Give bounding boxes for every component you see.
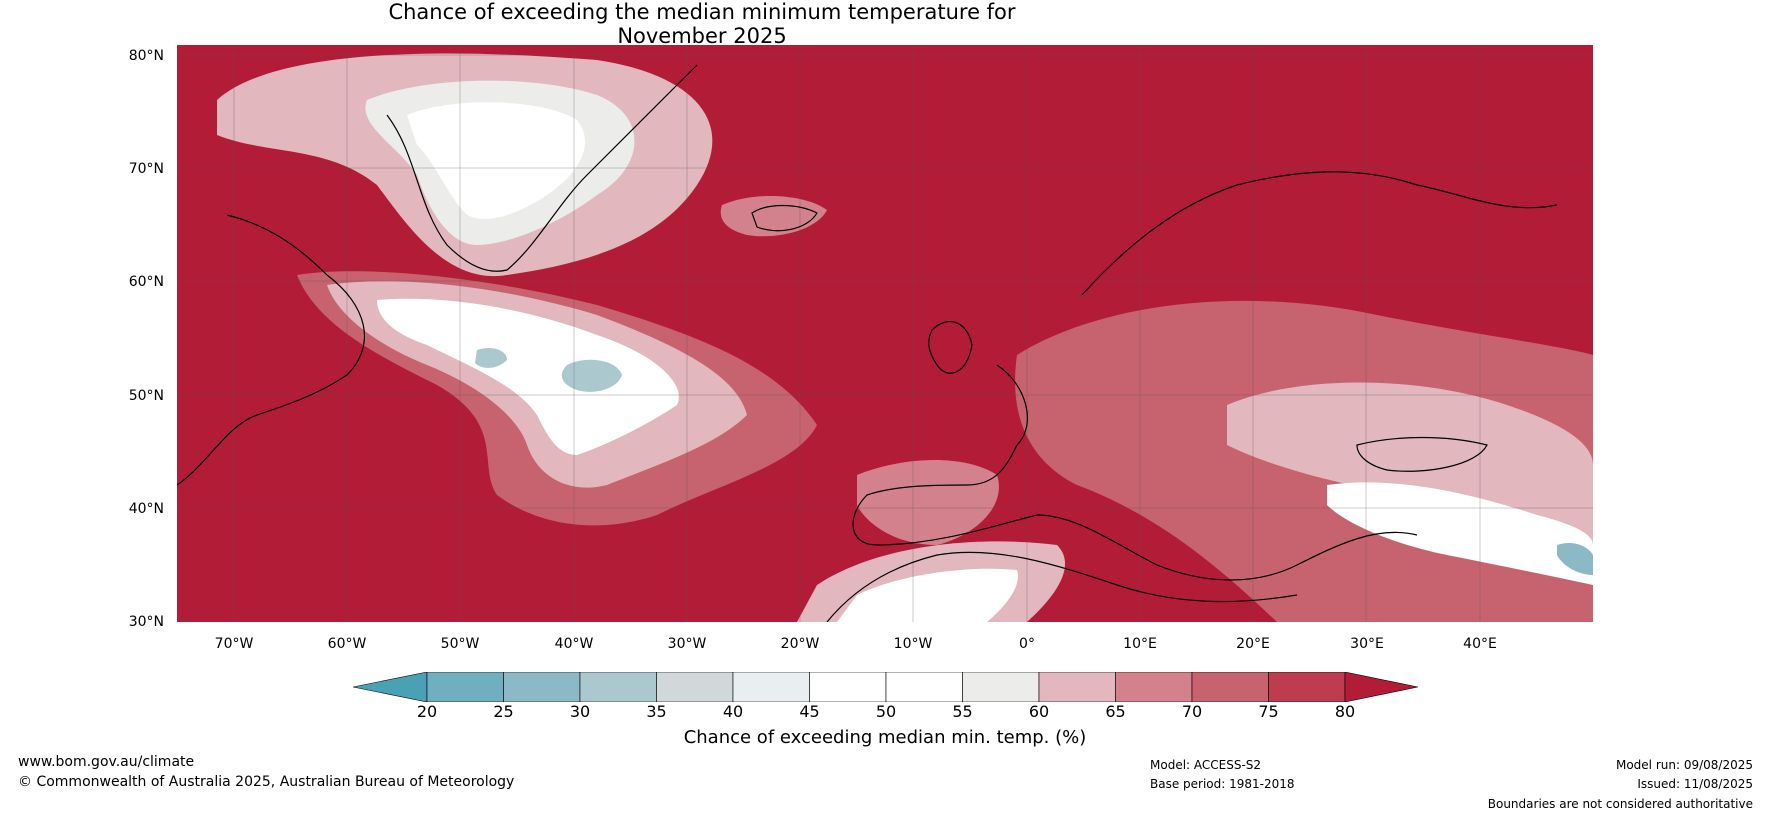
lat-label-80n: 80°N: [128, 48, 164, 64]
lon-label-60w: 60°W: [327, 636, 367, 652]
lon-label-20w: 20°W: [780, 636, 820, 652]
footer-url[interactable]: www.bom.gov.au/climate: [18, 754, 195, 770]
footer-model-run: Model run: 09/08/2025: [1615, 758, 1753, 772]
lon-label-20e: 20°E: [1236, 636, 1270, 652]
lon-label-0: 0°: [1019, 636, 1035, 652]
mediterranean-coast: [876, 514, 1418, 581]
colorbar-tick-label: 30: [569, 702, 591, 721]
lat-label-30n: 30°N: [128, 614, 164, 630]
colorbar: [353, 672, 1418, 702]
colorbar-tick-label: 65: [1105, 702, 1126, 721]
greenland-coast: [386, 64, 698, 272]
colorbar-segment: [1268, 672, 1346, 702]
lon-label-40w: 40°W: [554, 636, 594, 652]
colorbar-extend-high: [1344, 672, 1418, 702]
black-sea-coast: [1356, 436, 1488, 472]
lon-label-50w: 50°W: [440, 636, 480, 652]
lon-label-70w: 70°W: [214, 636, 254, 652]
footer-disclaimer: Boundaries are not considered authoritat…: [1487, 797, 1753, 811]
middle-east-cool-patch: [1557, 543, 1593, 575]
lat-label-50n: 50°N: [128, 388, 164, 404]
map-svg: [177, 45, 1593, 622]
colorbar-tick-label: 20: [416, 702, 438, 721]
title-line-1: Chance of exceeding the median minimum t…: [388, 0, 1016, 24]
lat-label-60n: 60°N: [128, 274, 164, 290]
africa-coast: [826, 551, 1298, 622]
colorbar-title: Chance of exceeding median min. temp. (%…: [683, 727, 1087, 748]
lon-label-10e: 10°E: [1123, 636, 1157, 652]
footer-model: Model: ACCESS-S2: [1150, 758, 1262, 772]
colorbar-segment: [732, 672, 810, 702]
colorbar-tick-label: 60: [1028, 702, 1050, 721]
lat-label-40n: 40°N: [128, 501, 164, 517]
colorbar-segment: [656, 672, 734, 702]
colorbar-segment: [809, 672, 887, 702]
lon-label-10w: 10°W: [893, 636, 933, 652]
footer-copyright: © Commonwealth of Australia 2025, Austra…: [18, 774, 515, 790]
colorbar-tick-label: 70: [1181, 702, 1203, 721]
colorbar-segment: [426, 672, 504, 702]
colorbar-tick-label: 25: [493, 702, 514, 721]
labrador-band-white: [377, 298, 679, 455]
colorbar-tick-label: 35: [646, 702, 667, 721]
colorbar-segment: [579, 672, 657, 702]
footer-issued: Issued: 11/08/2025: [1637, 777, 1753, 791]
colorbar-segment: [1191, 672, 1269, 702]
probability-map: [177, 45, 1593, 622]
colorbar-segment: [962, 672, 1040, 702]
colorbar-extend-low: [353, 672, 428, 702]
title-line-2: November 2025: [617, 24, 787, 48]
labrador-cool-patch: [561, 359, 622, 392]
colorbar-segment: [1115, 672, 1193, 702]
scandinavia-coast: [1081, 171, 1558, 296]
colorbar-tick-label: 50: [875, 702, 897, 721]
greenland-white-region: [407, 102, 586, 219]
north-africa-white-region: [837, 568, 1018, 622]
uk-coast: [928, 321, 973, 374]
colorbar-segment: [503, 672, 581, 702]
lon-label-40e: 40°E: [1463, 636, 1497, 652]
colorbar-tick-label: 45: [799, 702, 820, 721]
colorbar-tick-label: 40: [722, 702, 744, 721]
map-title: Chance of exceeding the median minimum t…: [0, 0, 1404, 48]
lon-label-30w: 30°W: [667, 636, 707, 652]
colorbar-tick-label: 75: [1258, 702, 1279, 721]
colorbar-tick-label: 80: [1334, 702, 1356, 721]
iceland-coast: [751, 204, 818, 232]
coastlines: [177, 64, 1558, 622]
labrador-cool-patch-2: [475, 348, 507, 368]
colorbar-tick-label: 55: [952, 702, 973, 721]
colorbar-segment: [885, 672, 963, 702]
lon-label-30e: 30°E: [1350, 636, 1384, 652]
footer-base-period: Base period: 1981-2018: [1150, 777, 1295, 791]
iberia-pale-region: [857, 460, 999, 545]
lat-label-70n: 70°N: [128, 161, 164, 177]
colorbar-segment: [1038, 672, 1116, 702]
canada-coast: [177, 214, 365, 486]
europe-west-coast: [852, 364, 1028, 546]
